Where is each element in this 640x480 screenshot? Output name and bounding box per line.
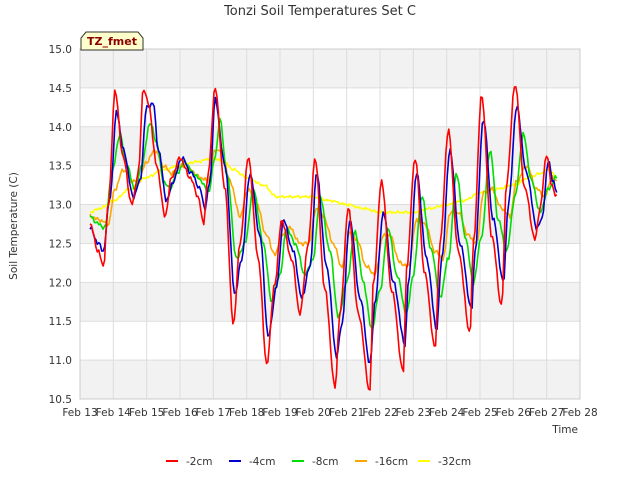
series-line-neg16cm (89, 146, 558, 277)
x-tick-label: Feb 17 (196, 407, 231, 419)
legend-label: -4cm (249, 456, 275, 468)
series-line-neg8cm (89, 117, 558, 330)
site-label-badge (80, 31, 144, 51)
x-tick-label: Feb 19 (262, 407, 297, 419)
x-tick-label: Feb 26 (496, 407, 532, 419)
series-lines (89, 86, 558, 391)
plot-band (80, 87, 580, 127)
legend-label: -16cm (375, 456, 408, 468)
y-tick-label: 12.5 (49, 238, 72, 250)
x-tick-label: Feb 25 (462, 407, 497, 419)
y-tick-label: 10.5 (49, 394, 72, 406)
x-tick-label: Feb 27 (529, 407, 564, 419)
x-tick-label: Feb 23 (396, 407, 431, 419)
x-tick-label: Feb 22 (362, 407, 397, 419)
chart-title: Tonzi Soil Temperatures Set C (223, 4, 416, 19)
legend-label: -8cm (312, 456, 338, 468)
y-tick-labels: 10.5 11.0 11.5 12.0 12.5 13.0 13.5 14.0 14.5 15.0 (49, 44, 72, 406)
legend-label: -32cm (438, 456, 471, 468)
plot-frame (79, 48, 581, 400)
y-tick-label: 14.5 (49, 83, 72, 95)
x-tick-label: Feb 13 (62, 407, 97, 419)
x-tick-label: Feb 24 (429, 407, 465, 419)
y-tick-label: 13.5 (49, 161, 72, 173)
x-tick-label: Feb 20 (296, 407, 331, 419)
legend: -2cm -4cm -8cm -16cm -32cm (166, 456, 471, 468)
plot-band (80, 360, 580, 399)
series-line-neg2cm (89, 86, 558, 391)
y-tick-label: 14.0 (49, 122, 72, 134)
y-tick-label: 12.0 (49, 277, 72, 289)
plot-band (80, 126, 580, 166)
y-tick-label: 13.0 (49, 200, 72, 212)
legend-label: -2cm (186, 456, 212, 468)
x-tick-label: Feb 21 (329, 407, 364, 419)
x-axis-label: Time (551, 424, 578, 436)
x-tick-label: Feb 18 (229, 407, 264, 419)
x-tick-label: Feb 15 (129, 407, 164, 419)
plot-bands (80, 49, 580, 399)
y-tick-label: 11.0 (49, 355, 72, 367)
site-label-box: TZ_fmet (80, 31, 144, 51)
site-label: TZ_fmet (87, 35, 137, 48)
plot-band (80, 49, 580, 88)
y-axis-label: Soil Temperature (C) (8, 172, 20, 280)
y-tick-label: 15.0 (49, 44, 72, 56)
x-tick-label: Feb 16 (162, 407, 198, 419)
y-tick-label: 11.5 (49, 316, 72, 328)
x-tick-label: Feb 14 (96, 407, 132, 419)
x-tick-label: Feb 28 (562, 407, 597, 419)
